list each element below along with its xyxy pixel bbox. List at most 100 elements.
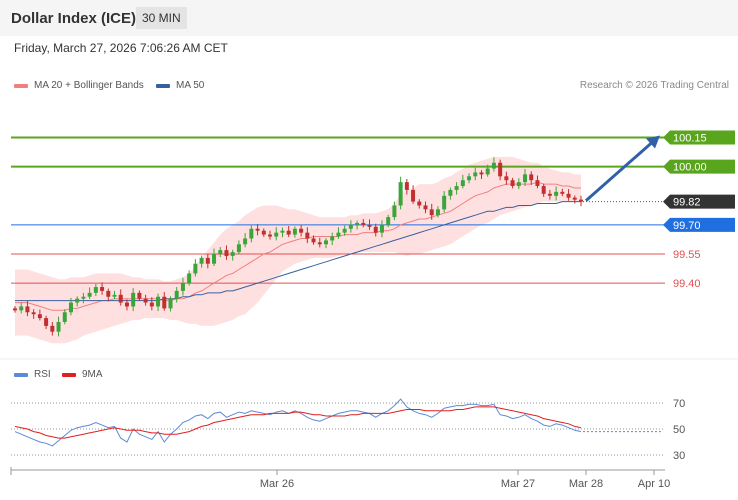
x-tick-label: Mar 26	[260, 478, 294, 490]
rsi-ma-swatch	[62, 372, 76, 377]
candles	[13, 157, 583, 337]
candle-body	[566, 193, 571, 198]
candle	[460, 174, 465, 189]
candle-body	[516, 182, 521, 187]
candle-body	[249, 228, 254, 239]
candle-body	[243, 238, 248, 245]
candle	[479, 170, 484, 180]
candle	[535, 175, 540, 189]
candle	[268, 230, 273, 240]
level-tag-99.70: 99.70	[663, 217, 735, 232]
candle	[255, 224, 260, 236]
candle-body	[280, 230, 285, 233]
rsi-label: RSI	[34, 369, 51, 380]
candle	[131, 288, 136, 312]
forecast-arrow-head	[646, 135, 660, 149]
candle	[31, 309, 36, 319]
candle	[199, 255, 204, 268]
credit-text: Research © 2026 Trading Central	[579, 80, 729, 91]
candle-body	[535, 180, 540, 187]
candle-body	[473, 172, 478, 177]
candle-body	[504, 176, 509, 181]
candle-body	[230, 252, 235, 256]
level-label-99.70: 99.70	[673, 220, 701, 232]
candle-body	[411, 189, 416, 202]
candle	[187, 270, 192, 286]
candle-body	[560, 191, 565, 194]
candle-body	[572, 197, 577, 200]
candle-body	[317, 242, 322, 245]
candle-body	[261, 230, 266, 235]
candle-body	[137, 292, 142, 299]
rsi-series-9ma	[14, 406, 582, 439]
interval-selector[interactable]: 30 MIN	[136, 7, 187, 29]
candle	[124, 299, 129, 311]
candle-body	[187, 273, 192, 284]
legend-ma20: MA 20 + Bollinger Bands	[14, 80, 144, 91]
candle-body	[162, 296, 167, 309]
candle-body	[311, 238, 316, 243]
candle	[336, 227, 341, 239]
rsi-series-rsi	[14, 398, 582, 447]
candle-body	[118, 294, 123, 303]
candle	[205, 254, 210, 269]
candle-body	[323, 240, 328, 245]
candle	[218, 247, 223, 258]
candle	[442, 191, 447, 213]
x-tick-label: Mar 27	[501, 478, 535, 490]
candle	[100, 282, 105, 295]
candle	[81, 292, 86, 304]
candle-body	[467, 176, 472, 181]
candle-body	[498, 162, 503, 177]
level-tag-bg	[663, 130, 735, 145]
candle-body	[168, 298, 173, 309]
candle-body	[255, 228, 260, 231]
candle	[212, 248, 217, 267]
candle	[292, 226, 297, 238]
level-tag-bg	[663, 194, 735, 209]
candle-body	[68, 302, 73, 313]
candle-body	[448, 189, 453, 196]
candle	[323, 238, 328, 249]
candle	[566, 189, 571, 201]
candle	[423, 201, 428, 214]
candle	[317, 237, 322, 248]
candle	[510, 177, 515, 189]
candle-body	[37, 314, 42, 319]
candle	[342, 225, 347, 236]
ma50-swatch	[156, 83, 170, 88]
candle	[579, 195, 583, 207]
candle-body	[13, 308, 17, 311]
level-tag-100.00: 100.00	[663, 159, 735, 174]
candle	[19, 302, 24, 314]
rsi-swatch	[14, 372, 28, 377]
level-tag-100.15: 100.15	[663, 130, 735, 145]
candle	[174, 287, 179, 303]
candle-body	[224, 250, 229, 256]
level-label-100.00: 100.00	[673, 162, 707, 174]
level-label-100.15: 100.15	[673, 132, 707, 144]
candle	[50, 321, 55, 336]
timestamp: Friday, March 27, 2026 7:06:26 AM CET	[14, 41, 228, 55]
candle-body	[510, 180, 515, 187]
candle-body	[93, 287, 98, 293]
candle	[386, 214, 391, 228]
candle	[156, 293, 161, 312]
candle-body	[379, 224, 384, 233]
level-label-99.82: 99.82	[673, 197, 701, 209]
candle	[454, 182, 459, 195]
level-label-99.40: 99.40	[673, 278, 701, 290]
legend-rsi: RSI	[14, 369, 51, 380]
candle	[305, 227, 310, 244]
candle	[180, 277, 185, 296]
candle	[274, 227, 279, 241]
candle	[13, 306, 17, 313]
candle	[230, 249, 235, 261]
candle	[143, 294, 148, 306]
candle-body	[404, 182, 409, 190]
legend-ma50: MA 50	[156, 80, 204, 91]
candle	[491, 157, 496, 172]
candle-body	[342, 228, 347, 233]
candle-body	[112, 294, 117, 297]
candle-body	[268, 234, 273, 237]
